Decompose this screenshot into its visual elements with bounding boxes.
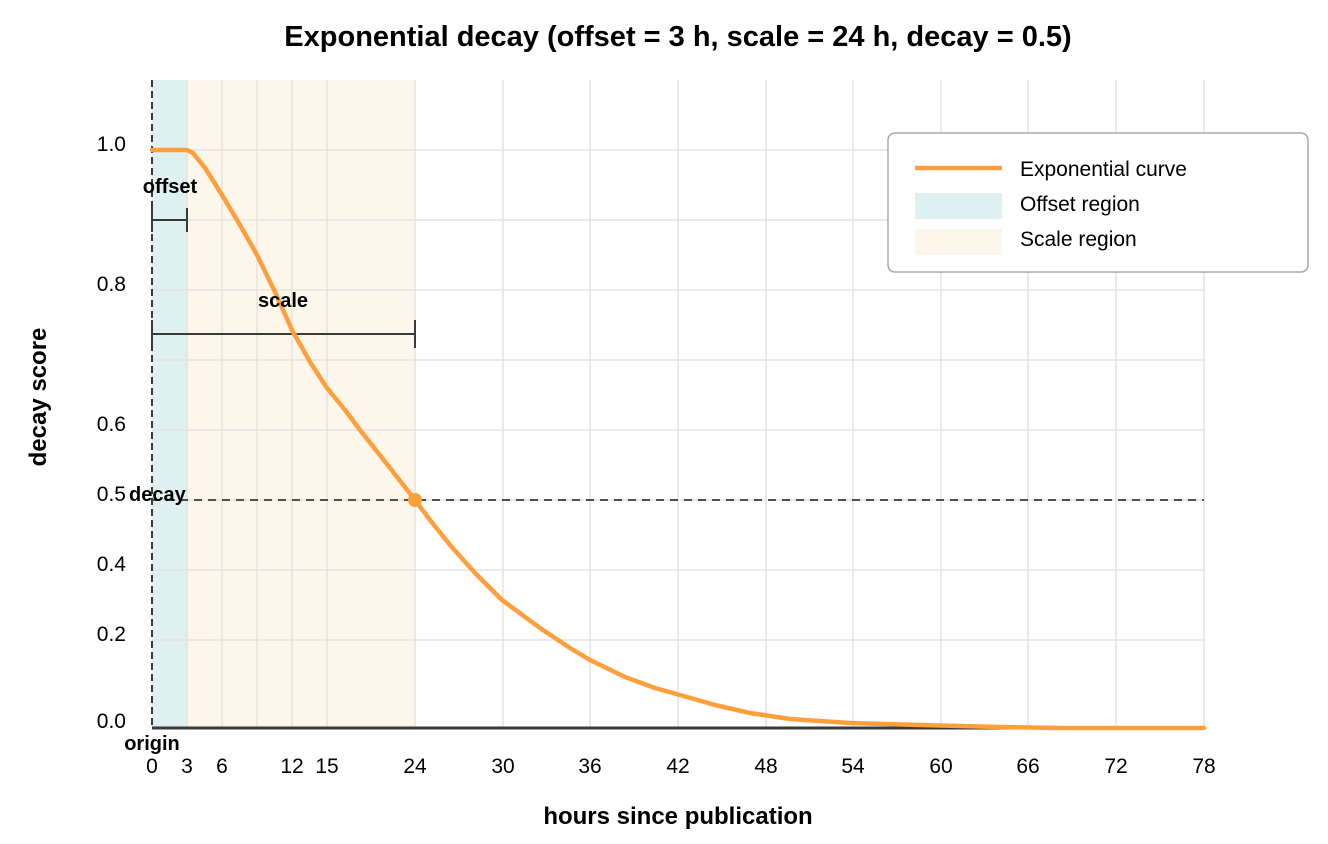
x-tick: 12 [280, 755, 303, 778]
x-tick: 36 [578, 755, 601, 778]
x-tick: 30 [491, 755, 514, 778]
offset-bracket [151, 208, 188, 232]
scale-annotation: scale [258, 290, 308, 312]
offset-region [152, 80, 187, 728]
x-tick: 48 [754, 755, 777, 778]
legend-offset-swatch [915, 193, 1002, 219]
y-tick: 0.6 [97, 413, 126, 436]
y-tick: 1.0 [97, 133, 126, 156]
x-tick: 15 [315, 755, 338, 778]
x-tick: 54 [841, 755, 865, 778]
x-tick: 60 [929, 755, 952, 778]
y-tick: 0.2 [97, 623, 126, 646]
y-tick: 0.8 [97, 273, 126, 296]
scale-region [187, 80, 415, 728]
y-axis-label: decay score [25, 328, 52, 467]
exponential-curve [149, 147, 1207, 731]
gridlines [152, 80, 1205, 728]
x-tick: 3 [181, 755, 193, 778]
scale-bracket [151, 320, 416, 348]
x-tick: 72 [1104, 755, 1127, 778]
x-tick: 78 [1192, 755, 1215, 778]
y-tick: 0.5 [97, 483, 126, 506]
decay-point [408, 493, 422, 507]
y-axis-ticks: 1.0 0.8 0.6 0.5 0.4 0.2 0.0 [97, 133, 127, 733]
legend-label-scale: Scale region [1020, 228, 1137, 251]
origin-annotation: origin [124, 733, 180, 755]
x-axis-label: hours since publication [543, 803, 812, 830]
x-tick: 24 [403, 755, 427, 778]
y-tick: 0.0 [97, 710, 126, 733]
legend: Exponential curve Offset region Scale re… [887, 132, 1309, 273]
legend-scale-swatch [915, 229, 1002, 255]
x-tick: 42 [666, 755, 689, 778]
x-tick: 0 [146, 755, 158, 778]
y-tick: 0.4 [97, 553, 127, 576]
x-tick: 6 [216, 755, 228, 778]
legend-label-curve: Exponential curve [1020, 158, 1187, 181]
decay-annotation: decay [129, 484, 187, 506]
offset-annotation: offset [143, 176, 198, 198]
chart-title: Exponential decay (offset = 3 h, scale =… [284, 21, 1071, 53]
x-tick: 66 [1016, 755, 1039, 778]
x-axis-ticks: 0 3 6 12 15 24 30 36 42 48 54 60 66 72 7… [146, 755, 1216, 778]
legend-label-offset: Offset region [1020, 193, 1140, 216]
